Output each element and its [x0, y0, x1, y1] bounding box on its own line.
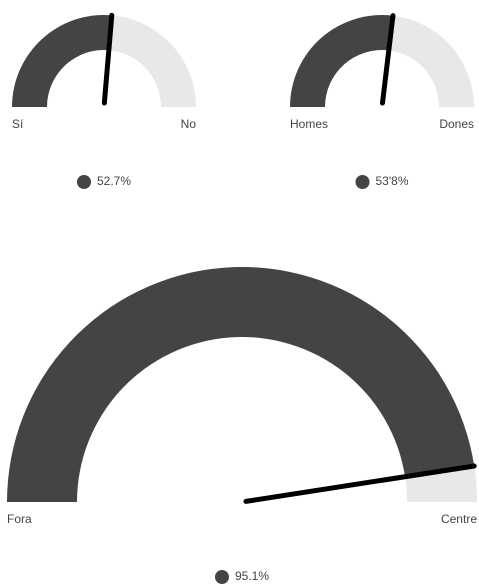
max-label: Dones: [439, 117, 474, 131]
min-label: Sí: [12, 117, 24, 131]
legend-dot: [214, 570, 229, 584]
value-label: 53'8%: [376, 174, 409, 188]
max-label: No: [181, 117, 197, 131]
gauge-track: [388, 15, 474, 107]
max-label: Centre: [441, 512, 477, 526]
value-label: 52.7%: [97, 174, 131, 188]
legend-dot: [76, 175, 91, 189]
gauge-needle: [101, 12, 115, 106]
gauge-fill: [12, 14, 112, 107]
gauge-fill: [290, 15, 393, 107]
gauge-needle: [243, 463, 477, 504]
value-label: 95.1%: [235, 569, 269, 583]
gauge-needle: [379, 13, 396, 106]
legend-dot: [355, 175, 370, 189]
min-label: Fora: [7, 512, 32, 526]
min-label: Homes: [290, 117, 328, 131]
gauge-track: [108, 15, 196, 108]
gauge-fill: [7, 267, 475, 502]
